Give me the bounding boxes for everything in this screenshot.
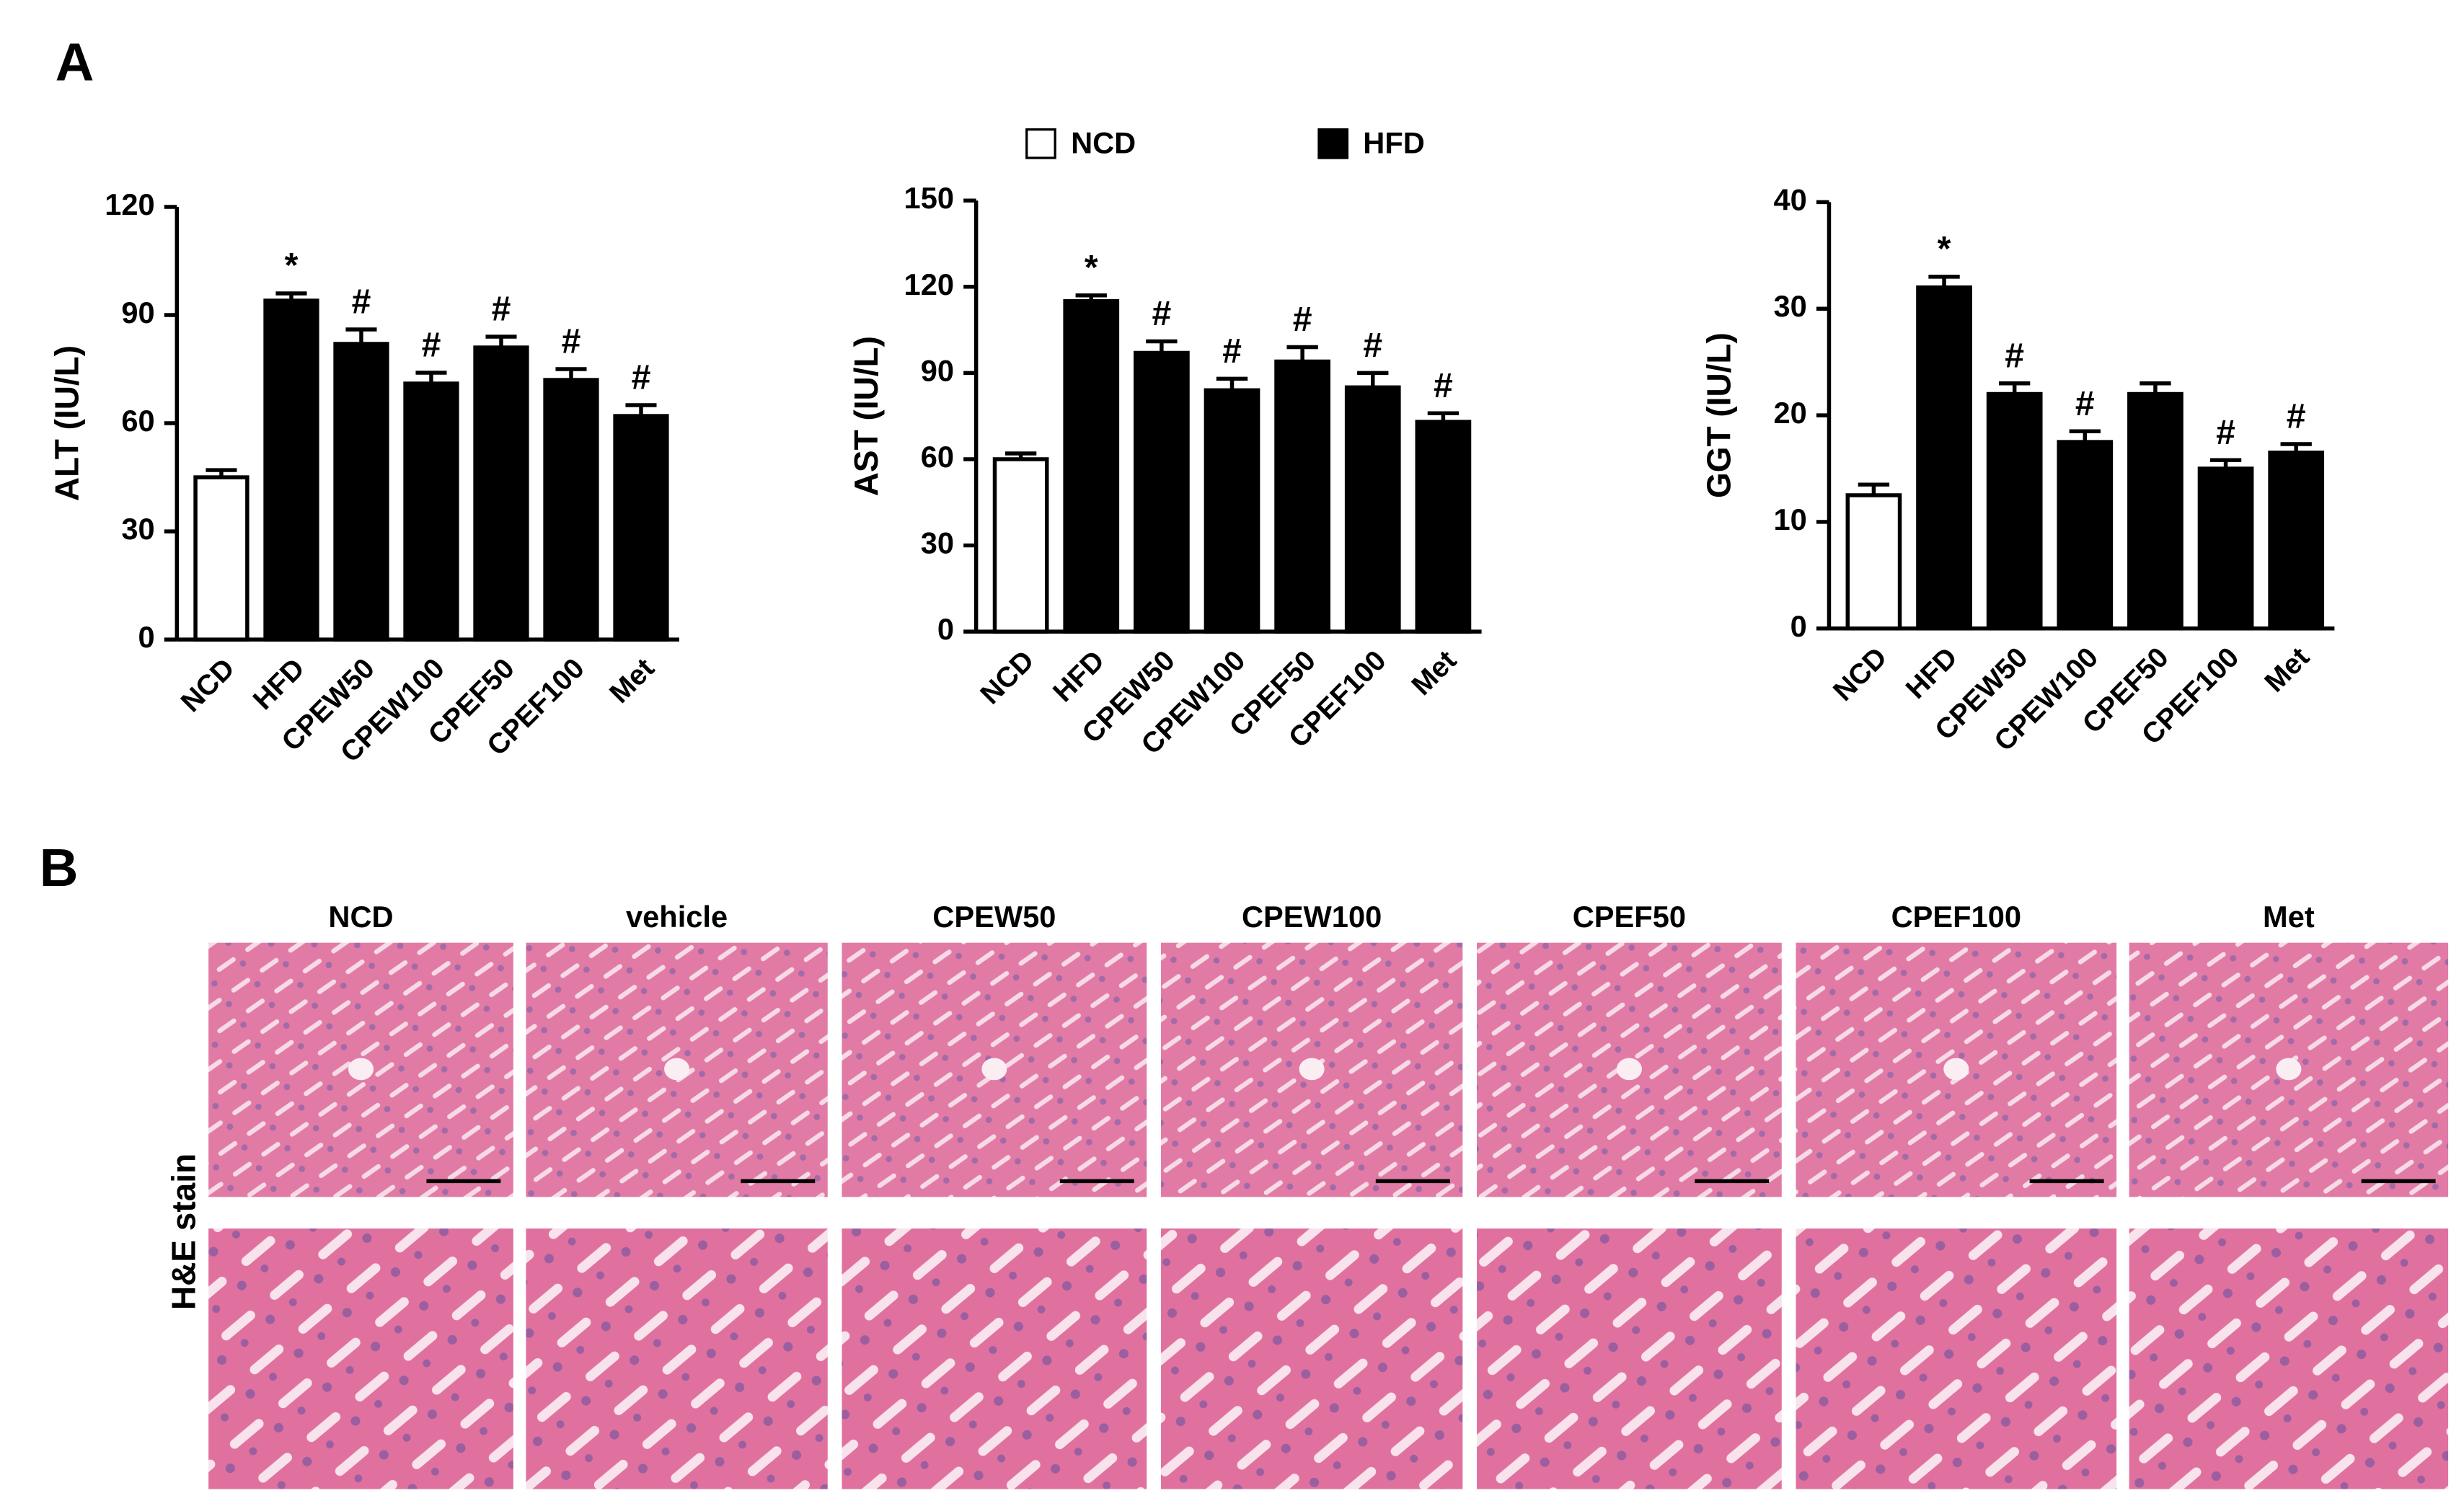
- y-tick-label: 30: [1774, 289, 1807, 323]
- bar: [2127, 391, 2183, 631]
- x-tick-label: NCD: [974, 645, 1040, 710]
- y-tick-label: 0: [937, 612, 954, 646]
- y-tick-label: 0: [138, 620, 155, 654]
- annotation: #: [562, 322, 581, 361]
- bar: [1204, 388, 1260, 634]
- y-axis-title: AST (IU/L): [847, 336, 885, 496]
- bar: [543, 378, 599, 642]
- column-label: CPEW50: [932, 900, 1056, 934]
- bar: [1986, 391, 2043, 631]
- y-axis-title: GGT (IU/L): [1700, 332, 1738, 498]
- column-label: vehicle: [626, 900, 728, 934]
- annotation: #: [1363, 326, 1382, 365]
- annotation: #: [422, 326, 441, 365]
- bar: [333, 342, 389, 642]
- bar: [2197, 466, 2254, 631]
- y-tick-label: 30: [921, 526, 954, 560]
- annotation: #: [1293, 300, 1312, 339]
- column-label: CPEF50: [1573, 900, 1686, 934]
- y-tick-label: 60: [921, 440, 954, 474]
- y-tick-label: 60: [121, 404, 154, 438]
- bar: [1063, 298, 1120, 634]
- annotation: *: [285, 247, 299, 285]
- bar: [1274, 359, 1330, 634]
- x-tick-label: NCD: [175, 652, 240, 718]
- y-tick-label: 0: [1790, 609, 1807, 643]
- central-vein: [981, 1058, 1007, 1081]
- histology-image: [842, 1228, 1147, 1489]
- annotation: #: [2216, 413, 2235, 452]
- bar: [263, 298, 319, 642]
- y-tick-label: 40: [1774, 182, 1807, 216]
- central-vein: [2276, 1058, 2302, 1081]
- annotation: #: [1222, 332, 1242, 371]
- central-vein: [1299, 1058, 1325, 1081]
- histology-image: [2129, 1228, 2449, 1489]
- legend-label: NCD: [1071, 126, 1136, 160]
- column-label: NCD: [328, 900, 393, 934]
- y-tick-label: 150: [904, 181, 954, 215]
- bar: [2268, 451, 2325, 631]
- annotation: #: [1152, 294, 1171, 333]
- x-tick-label: HFD: [1900, 641, 1964, 704]
- bar: [613, 414, 669, 642]
- panel-label: B: [40, 838, 79, 898]
- y-tick-label: 30: [121, 512, 154, 546]
- x-tick-label: HFD: [1047, 645, 1110, 708]
- bar: [193, 475, 250, 642]
- histology-image: [1477, 1228, 1782, 1489]
- annotation: #: [632, 358, 651, 397]
- x-tick-label: Met: [604, 652, 661, 709]
- central-vein: [664, 1058, 690, 1081]
- bar: [1916, 285, 1972, 631]
- legend-swatch: [1025, 128, 1056, 159]
- legend-swatch: [1317, 128, 1349, 159]
- y-axis-title: ALT (IU/L): [48, 345, 86, 501]
- panel-label: A: [56, 32, 94, 92]
- annotation: #: [1434, 366, 1453, 405]
- legend-label: HFD: [1363, 126, 1425, 160]
- column-label: CPEW100: [1242, 900, 1382, 934]
- bar: [403, 381, 459, 642]
- x-tick-label: Met: [1405, 645, 1462, 701]
- annotation: #: [2287, 397, 2306, 436]
- annotation: #: [352, 283, 371, 322]
- annotation: #: [492, 290, 511, 329]
- x-tick-label: Met: [2258, 641, 2315, 698]
- annotation: *: [1085, 248, 1098, 287]
- central-vein: [1943, 1058, 1969, 1081]
- x-tick-label: NCD: [1827, 641, 1893, 707]
- bar: [1134, 350, 1190, 634]
- histology-image: [1160, 1228, 1463, 1489]
- column-label: CPEF100: [1891, 900, 2021, 934]
- bar: [1845, 493, 1902, 631]
- row-label: H&E stain: [165, 1153, 203, 1310]
- annotation: #: [2005, 336, 2024, 375]
- y-tick-label: 10: [1774, 502, 1807, 536]
- histology-image: [526, 1228, 828, 1489]
- central-vein: [348, 1058, 374, 1081]
- annotation: *: [1938, 230, 1951, 269]
- bar: [2057, 440, 2114, 631]
- column-label: Met: [2263, 900, 2315, 934]
- annotation: #: [2075, 384, 2095, 423]
- y-tick-label: 120: [904, 267, 954, 301]
- histology-image: [1796, 1228, 2117, 1489]
- y-tick-label: 20: [1774, 396, 1807, 430]
- y-tick-label: 120: [105, 187, 154, 221]
- histology-image: [208, 1228, 513, 1489]
- y-tick-label: 90: [121, 296, 154, 329]
- bar: [1415, 420, 1472, 634]
- bar: [992, 457, 1049, 634]
- bar: [473, 345, 529, 642]
- x-tick-label: HFD: [247, 652, 310, 716]
- y-tick-label: 90: [921, 353, 954, 387]
- central-vein: [1616, 1058, 1642, 1081]
- bar: [1344, 385, 1401, 634]
